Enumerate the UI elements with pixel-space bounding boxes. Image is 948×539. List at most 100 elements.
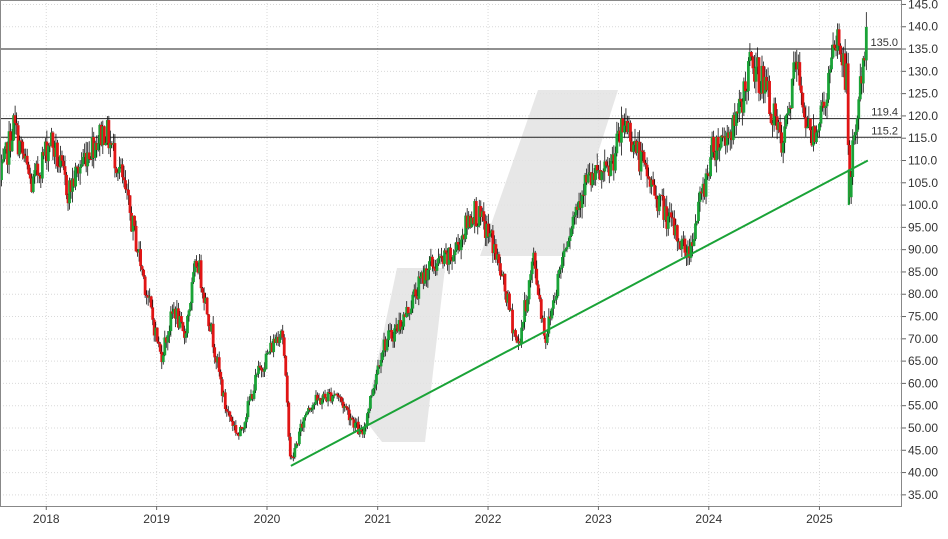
candle-body	[164, 337, 168, 343]
candle-body	[28, 173, 32, 179]
candle-body	[291, 456, 295, 458]
candle-body	[299, 423, 303, 432]
candle-body	[4, 142, 8, 149]
candle-body	[573, 215, 576, 217]
candle-body	[204, 297, 208, 303]
watermark-bar	[365, 268, 445, 442]
candle-body	[284, 355, 288, 376]
candle-body	[48, 145, 52, 147]
candle-body	[83, 152, 87, 157]
candle-body	[411, 294, 415, 309]
candle-body	[742, 81, 746, 113]
candle-body	[456, 241, 460, 245]
candle-body	[447, 247, 451, 265]
candle-body	[852, 135, 856, 141]
candle-body	[302, 417, 306, 428]
candle-body	[680, 239, 684, 250]
candle-body	[355, 421, 359, 423]
candle-body	[107, 120, 111, 149]
candle-body	[713, 152, 717, 161]
candle-body	[597, 170, 601, 172]
candle-body	[335, 393, 339, 396]
candle-body	[580, 194, 584, 208]
candle-body	[84, 152, 88, 167]
candle-body	[685, 252, 688, 258]
candle-body	[477, 206, 481, 226]
candle-body	[813, 126, 817, 143]
candle-body	[263, 369, 266, 372]
candle-body	[211, 323, 215, 348]
candle-body	[434, 268, 437, 271]
candle-body	[219, 371, 223, 380]
candle-body	[539, 299, 543, 320]
candle-body	[630, 141, 634, 152]
candle-body	[246, 401, 250, 418]
candle-body	[604, 161, 608, 166]
candle-body	[595, 165, 599, 171]
candle-body	[668, 212, 672, 217]
candle-body	[547, 316, 551, 334]
candle-body	[326, 392, 330, 402]
candle-body	[449, 247, 452, 260]
candle-body	[515, 336, 519, 343]
candle-body	[92, 137, 96, 159]
candle-body	[254, 374, 257, 391]
candle-body	[864, 26, 868, 61]
candle-body	[158, 343, 162, 352]
candle-body	[40, 152, 44, 179]
candle-body	[805, 126, 809, 129]
candle-body	[365, 413, 369, 425]
candle-body	[201, 288, 204, 293]
candle-body	[586, 174, 590, 183]
candle-body	[610, 154, 614, 161]
candle-body	[657, 195, 661, 212]
candle-body	[322, 393, 325, 400]
y-tick-label: 90.00	[908, 243, 938, 257]
candle-body	[710, 136, 714, 158]
candle-body	[245, 417, 248, 423]
candle-body	[746, 61, 750, 92]
candle-body	[352, 419, 356, 428]
candle-body	[435, 263, 439, 271]
candle-body	[621, 118, 625, 133]
candle-body	[394, 324, 398, 329]
candle-body	[544, 335, 548, 343]
candle-body	[476, 225, 480, 227]
candle-body	[21, 141, 25, 154]
candle-body	[307, 408, 310, 412]
candle-body	[415, 296, 419, 299]
candle-body	[725, 132, 729, 146]
candle-body	[633, 140, 637, 145]
candle-body	[373, 384, 377, 389]
candle-body	[178, 316, 182, 328]
candle-body	[650, 179, 654, 187]
candle-body	[222, 392, 226, 397]
candle-body	[839, 45, 843, 55]
candle-body	[786, 113, 790, 116]
candle-body	[388, 329, 392, 331]
candle-body	[294, 443, 298, 449]
candle-body	[346, 407, 350, 410]
candle-body	[405, 306, 409, 318]
candle-body	[104, 142, 108, 146]
candle-body	[671, 217, 675, 219]
candle-body	[715, 137, 719, 161]
candle-body	[378, 365, 381, 367]
candle-body	[325, 397, 328, 402]
candle-body	[689, 242, 693, 258]
candle-body	[192, 272, 195, 283]
candle-body	[53, 147, 56, 157]
candle-body	[155, 327, 159, 342]
candle-body	[308, 408, 312, 410]
candle-body	[152, 319, 156, 336]
candle-body	[567, 241, 570, 247]
candle-body	[660, 195, 664, 197]
candle-body	[266, 352, 270, 354]
candle-body	[665, 206, 669, 229]
candle-body	[716, 137, 720, 151]
candle-body	[210, 323, 214, 332]
candle-body	[361, 431, 365, 435]
candle-body	[408, 313, 412, 315]
candle-body	[520, 327, 524, 344]
candle-body	[30, 178, 34, 192]
